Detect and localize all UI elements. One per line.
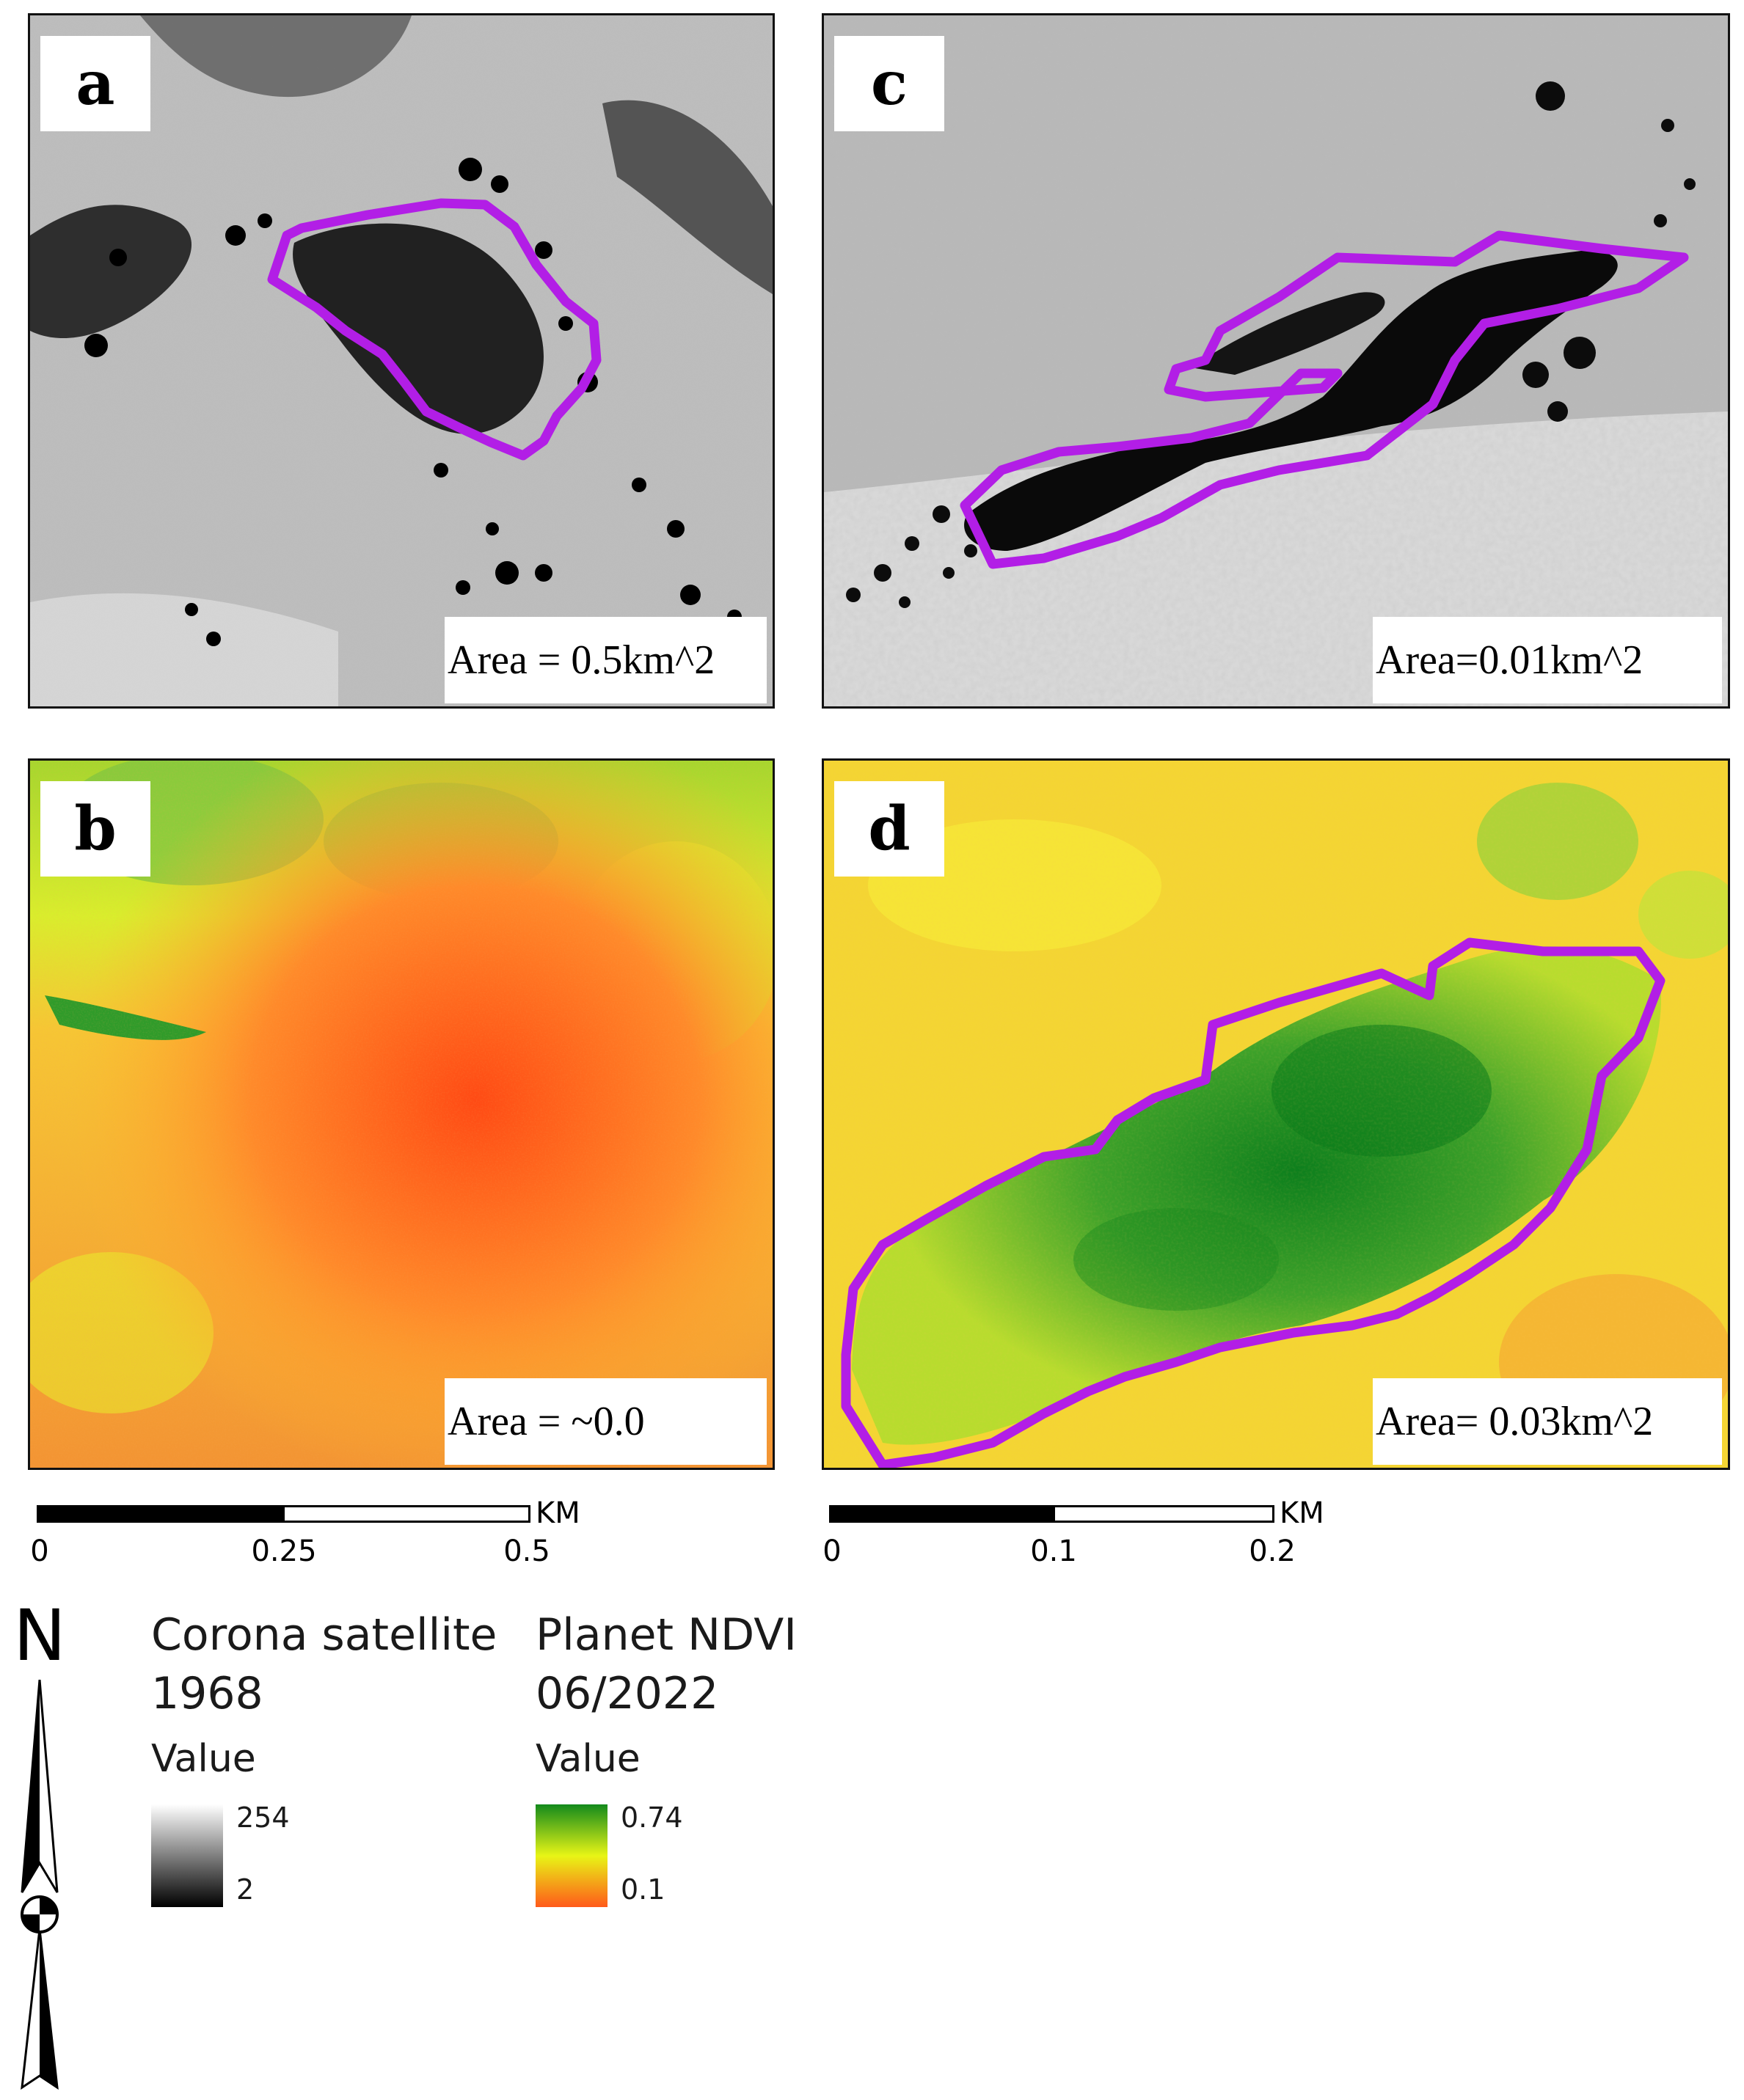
area-label-c: Area=0.01km^2 xyxy=(1373,617,1722,703)
north-label: N xyxy=(13,1595,66,1677)
area-label-a: Area = 0.5km^2 xyxy=(445,617,767,703)
panel-letter-b: b xyxy=(40,781,150,877)
area-label-b: Area = ~0.0 xyxy=(445,1378,767,1465)
legend-ndvi-title-line1: Planet NDVI xyxy=(536,1609,797,1661)
legend-corona-title-line2: 1968 xyxy=(151,1668,263,1719)
panel-letter-c: c xyxy=(834,36,944,131)
site-outline-c xyxy=(960,230,1689,569)
corona-image-a xyxy=(30,15,773,706)
legend-ndvi-value-label: Value xyxy=(536,1737,641,1781)
north-arrow-icon xyxy=(21,1680,59,2090)
scale-segment-white xyxy=(1053,1505,1274,1523)
ndvi-image-d xyxy=(824,761,1728,1468)
panel-letter-d: d xyxy=(834,781,944,877)
tree-dots-a xyxy=(84,158,742,646)
map-panel-c: c Area=0.01km^2 xyxy=(822,13,1730,709)
scale-tick: 0 xyxy=(30,1534,49,1568)
legend-ndvi-title-line2: 06/2022 xyxy=(536,1668,719,1719)
ndvi-image-b xyxy=(30,761,773,1468)
panel-letter-a: a xyxy=(40,36,150,131)
legend-ndvi-min: 0.1 xyxy=(621,1873,665,1906)
scale-unit: KM xyxy=(1280,1496,1324,1530)
scale-segment-white xyxy=(282,1505,530,1523)
scale-tick: 0.1 xyxy=(1030,1534,1077,1568)
legend-corona-ramp xyxy=(151,1804,223,1907)
map-panel-b: b Area = ~0.0 xyxy=(28,758,775,1470)
scale-tick: 0 xyxy=(822,1534,842,1568)
scale-segment-black xyxy=(829,1505,1055,1523)
scale-tick: 0.25 xyxy=(251,1534,317,1568)
legend-corona-title-line1: Corona satellite xyxy=(151,1609,497,1661)
scale-tick: 0.2 xyxy=(1249,1534,1296,1568)
site-outline-d xyxy=(841,937,1665,1468)
area-label-d: Area= 0.03km^2 xyxy=(1373,1378,1722,1465)
dark-dots-c xyxy=(846,81,1696,608)
scale-bar-right: KM 0 0.1 0.2 xyxy=(822,1496,1387,1584)
north-arrow: N xyxy=(10,1599,69,2090)
scale-unit: KM xyxy=(536,1496,580,1530)
corona-image-c xyxy=(824,15,1728,706)
map-panel-d: d Area= 0.03km^2 xyxy=(822,758,1730,1470)
site-outline-a xyxy=(267,198,602,461)
legend-corona-value-label: Value xyxy=(151,1737,256,1781)
scale-bar-left: KM 0 0.25 0.5 xyxy=(30,1496,609,1584)
legend-corona-max: 254 xyxy=(236,1801,290,1834)
scale-tick: 0.5 xyxy=(503,1534,550,1568)
scale-segment-black xyxy=(37,1505,285,1523)
legend-ndvi-ramp xyxy=(536,1804,608,1907)
legend-ndvi-max: 0.74 xyxy=(621,1801,683,1834)
map-panel-a: a Area = 0.5km^2 xyxy=(28,13,775,709)
legend-corona-min: 2 xyxy=(236,1873,255,1906)
